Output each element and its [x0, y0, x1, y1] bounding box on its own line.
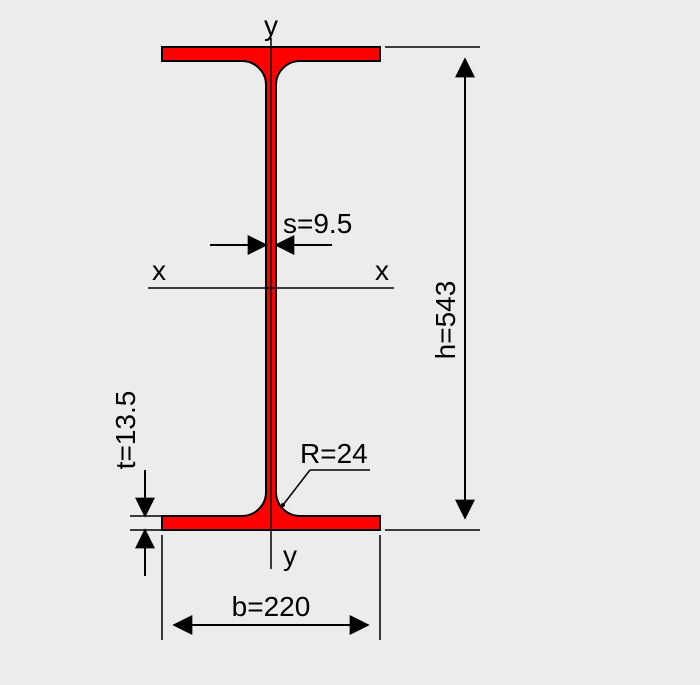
axis-y-bottom: y	[283, 540, 297, 571]
diagram-canvas: y y x x s=9.5 h=543 t=13.5 R=24	[0, 0, 700, 685]
dim-r: R=24	[281, 438, 370, 507]
axis-x-left: x	[152, 255, 166, 286]
s-label: s=9.5	[283, 208, 352, 239]
dim-s: s=9.5	[210, 200, 352, 260]
dim-h: h=543	[385, 47, 480, 530]
b-label: b=220	[232, 591, 311, 622]
axis-x-right: x	[375, 255, 389, 286]
r-label: R=24	[300, 438, 368, 469]
axis-y-top: y	[264, 10, 278, 41]
t-label: t=13.5	[110, 391, 141, 470]
h-label: h=543	[430, 281, 461, 360]
dim-t: t=13.5	[110, 391, 162, 576]
